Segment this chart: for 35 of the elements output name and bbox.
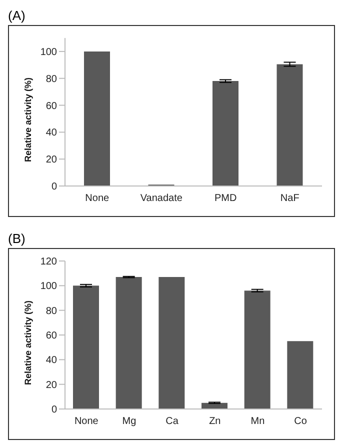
x-tick-label: None	[85, 193, 110, 204]
x-tick-label: Co	[294, 416, 308, 428]
y-tick-label: 0	[51, 404, 58, 416]
y-tick-label: 20	[46, 380, 58, 391]
y-tick-label: 80	[46, 74, 58, 85]
bar	[244, 290, 270, 409]
y-axis-title: Relative activity (%)	[23, 77, 34, 162]
bar	[73, 286, 99, 409]
x-tick-label: Mn	[250, 416, 265, 428]
chart-title: (B)	[8, 231, 26, 248]
x-tick-label: Ca	[166, 416, 179, 428]
y-tick-label: 100	[40, 281, 58, 292]
y-tick-label: 60	[46, 330, 58, 342]
y-axis-title: Relative activity (%)	[23, 300, 34, 385]
y-tick-label: 100	[40, 47, 58, 58]
y-tick-label: 40	[46, 355, 58, 366]
y-tick-label: 0	[51, 182, 58, 193]
x-tick-label: PMD	[214, 193, 237, 204]
bar	[158, 277, 185, 409]
y-tick-label: 80	[46, 306, 58, 317]
x-tick-label: None	[74, 416, 99, 428]
y-tick-label: 20	[46, 154, 58, 166]
y-tick-label: 120	[40, 256, 58, 268]
bar	[212, 81, 238, 186]
y-tick-label: 40	[46, 128, 58, 139]
bar	[287, 341, 314, 409]
bar	[116, 277, 142, 409]
bar	[84, 51, 110, 186]
bar	[276, 64, 303, 186]
y-tick-label: 60	[46, 100, 58, 112]
x-tick-label: Zn	[209, 416, 221, 428]
x-tick-label: Vanadate	[140, 193, 183, 204]
x-tick-label: Mg	[122, 416, 136, 428]
x-tick-label: NaF	[280, 193, 300, 204]
chart-title: (A)	[8, 8, 26, 25]
